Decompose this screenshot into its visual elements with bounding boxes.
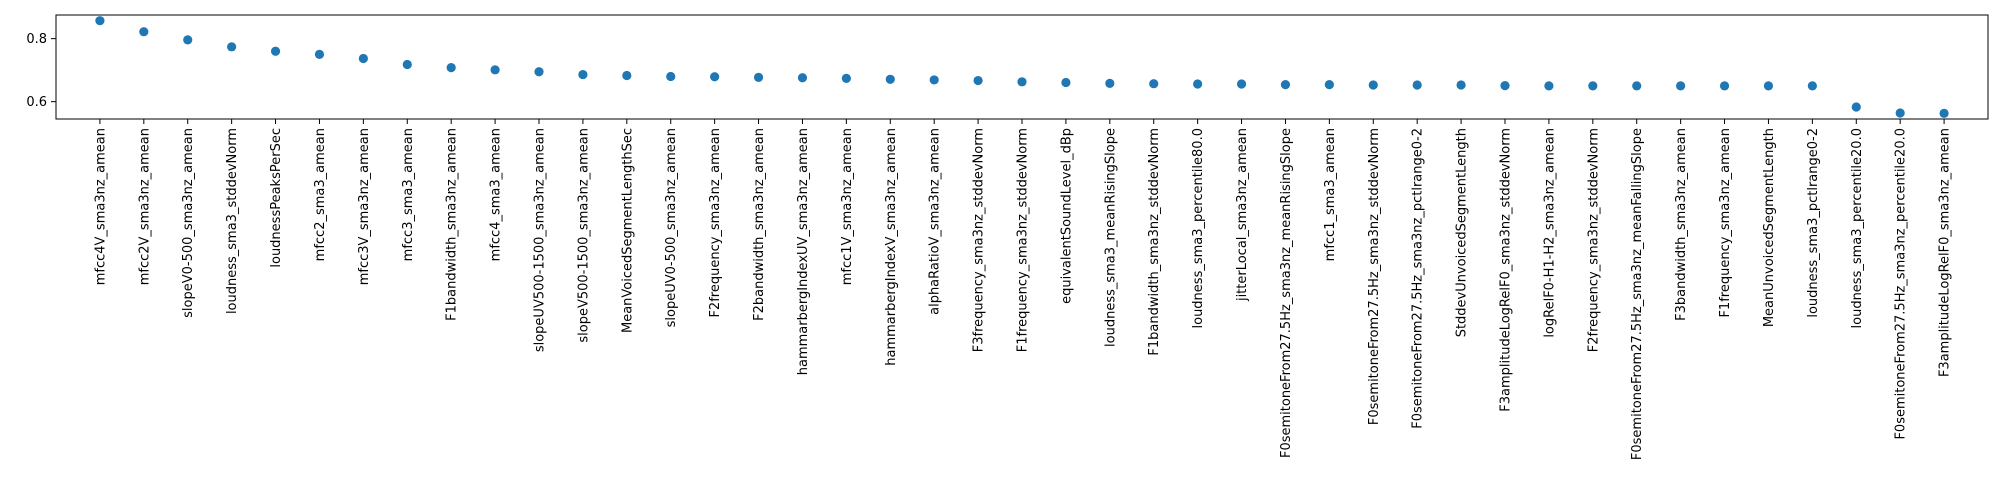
data-point <box>1324 80 1334 90</box>
data-point <box>710 72 720 82</box>
data-point <box>1939 108 1949 118</box>
data-point <box>841 73 851 83</box>
data-point <box>446 63 456 73</box>
data-point <box>885 74 895 84</box>
x-tick-label: mfcc3V_sma3nz_amean <box>357 128 372 285</box>
x-tick-label: F1bandwidth_sma3nz_stddevNorm <box>1147 128 1162 356</box>
data-point <box>1412 80 1422 90</box>
data-point <box>1149 79 1159 89</box>
data-point <box>1895 108 1905 118</box>
data-point <box>1193 79 1203 89</box>
y-axis: 0.6 0.8 <box>26 32 56 110</box>
data-point <box>622 70 632 81</box>
data-point <box>1368 80 1378 90</box>
x-tick-label: F3amplitudeLogRelF0_sma3nz_amean <box>1938 128 1953 377</box>
x-tick-label: alphaRatioV_sma3nz_amean <box>928 128 943 315</box>
x-tick-label: F3bandwidth_sma3nz_amean <box>1674 128 1689 321</box>
data-point <box>1763 81 1774 91</box>
data-point <box>578 69 588 80</box>
data-point <box>973 75 983 86</box>
data-point <box>227 42 237 52</box>
x-tick-label: F2frequency_sma3nz_stddevNorm <box>1586 128 1601 352</box>
data-point <box>270 46 281 56</box>
data-point <box>1719 81 1730 91</box>
x-tick-label: mfcc3_sma3_amean <box>401 128 416 261</box>
y-tick-label: 0.6 <box>26 95 47 110</box>
data-point <box>402 59 412 70</box>
x-tick-label: mfcc2_sma3_amean <box>313 128 328 261</box>
data-point <box>1236 79 1247 89</box>
x-tick-label: loudness_sma3_stddevNorm <box>225 128 240 314</box>
data-point <box>95 16 105 26</box>
x-tick-label: mfcc4V_sma3nz_amean <box>93 128 108 285</box>
x-tick-label: mfcc4_sma3_amean <box>489 128 504 261</box>
x-tick-label: loudness_sma3_percentile20.0 <box>1850 128 1865 328</box>
x-tick-label: F3frequency_sma3nz_stddevNorm <box>972 128 987 352</box>
x-tick-label: jitterLocal_sma3nz_amean <box>1235 128 1250 302</box>
data-point <box>1676 81 1686 91</box>
data-point <box>929 75 939 85</box>
plot-frame <box>55 14 1989 120</box>
data-point <box>666 71 676 82</box>
data-point <box>753 72 764 82</box>
data-point <box>1851 102 1861 112</box>
x-tick-label: hammarbergIndexUV_sma3nz_amean <box>796 128 811 375</box>
data-point <box>1588 81 1598 91</box>
data-point <box>1456 80 1466 90</box>
data-point <box>1105 78 1115 88</box>
x-tick-label: F2frequency_sma3nz_amean <box>708 128 723 318</box>
x-tick-label: F1frequency_sma3nz_stddevNorm <box>1016 128 1031 352</box>
x-tick-label: F0semitoneFrom27.5Hz_sma3nz_pctlrange0-2 <box>1411 128 1426 429</box>
x-tick-label: F0semitoneFrom27.5Hz_sma3nz_stddevNorm <box>1367 128 1382 425</box>
x-tick-label: F3amplitudeLogRelF0_sma3nz_stddevNorm <box>1499 128 1514 412</box>
data-point <box>797 73 808 83</box>
x-tick-label: F0semitoneFrom27.5Hz_sma3nz_meanRisingSl… <box>1279 128 1294 458</box>
data-point <box>490 65 500 75</box>
x-tick-label: hammarbergIndexV_sma3nz_amean <box>884 128 899 366</box>
x-tick-label: loudness_sma3_pctlrange0-2 <box>1806 128 1821 318</box>
data-point <box>139 27 149 37</box>
data-point <box>183 35 193 45</box>
data-point <box>314 49 325 59</box>
x-axis: mfcc4V_sma3nz_amean mfcc2V_sma3nz_amean sl… <box>93 119 1953 460</box>
x-tick-label: logRelF0-H1-H2_sma3nz_amean <box>1542 128 1557 338</box>
x-tick-label: MeanVoicedSegmentLengthSec <box>620 128 635 333</box>
x-tick-label: MeanUnvoicedSegmentLength <box>1762 128 1777 327</box>
x-tick-label: F2bandwidth_sma3nz_amean <box>752 128 767 321</box>
data-point <box>1061 77 1071 88</box>
x-tick-label: mfcc1_sma3_amean <box>1323 128 1338 261</box>
x-tick-label: StddevUnvoicedSegmentLength <box>1455 128 1470 337</box>
x-tick-label: F1bandwidth_sma3nz_amean <box>445 128 460 321</box>
x-tick-label: F1frequency_sma3nz_amean <box>1718 128 1733 318</box>
data-point <box>1544 81 1554 91</box>
data-point <box>1017 77 1027 87</box>
x-tick-label: mfcc1V_sma3nz_amean <box>840 128 855 285</box>
y-tick-label: 0.8 <box>26 32 47 47</box>
plot-area <box>56 15 1988 119</box>
data-point <box>1500 80 1510 91</box>
x-tick-label: F0semitoneFrom27.5Hz_sma3nz_meanFallingS… <box>1630 128 1645 460</box>
x-tick-label: loudnessPeaksPerSec <box>269 128 284 268</box>
x-tick-label: mfcc2V_sma3nz_amean <box>137 128 152 285</box>
data-point <box>358 53 368 64</box>
x-tick-label: slopeV0-500_sma3nz_amean <box>181 128 196 318</box>
data-points <box>95 16 1949 118</box>
data-point <box>1280 80 1291 90</box>
x-tick-label: loudness_sma3_meanRisingSlope <box>1103 128 1118 347</box>
data-point <box>1632 81 1642 91</box>
x-tick-label: F0semitoneFrom27.5Hz_sma3nz_percentile20… <box>1894 128 1909 440</box>
x-tick-label: slopeV500-1500_sma3nz_amean <box>576 128 591 343</box>
x-tick-label: loudness_sma3_percentile80.0 <box>1191 128 1206 328</box>
x-tick-label: equivalentSoundLevel_dBp <box>1059 128 1074 304</box>
data-point <box>534 67 544 77</box>
data-point <box>1807 81 1817 91</box>
x-tick-label: slopeUV0-500_sma3nz_amean <box>664 128 679 327</box>
x-tick-label: slopeUV500-1500_sma3nz_amean <box>533 128 548 352</box>
